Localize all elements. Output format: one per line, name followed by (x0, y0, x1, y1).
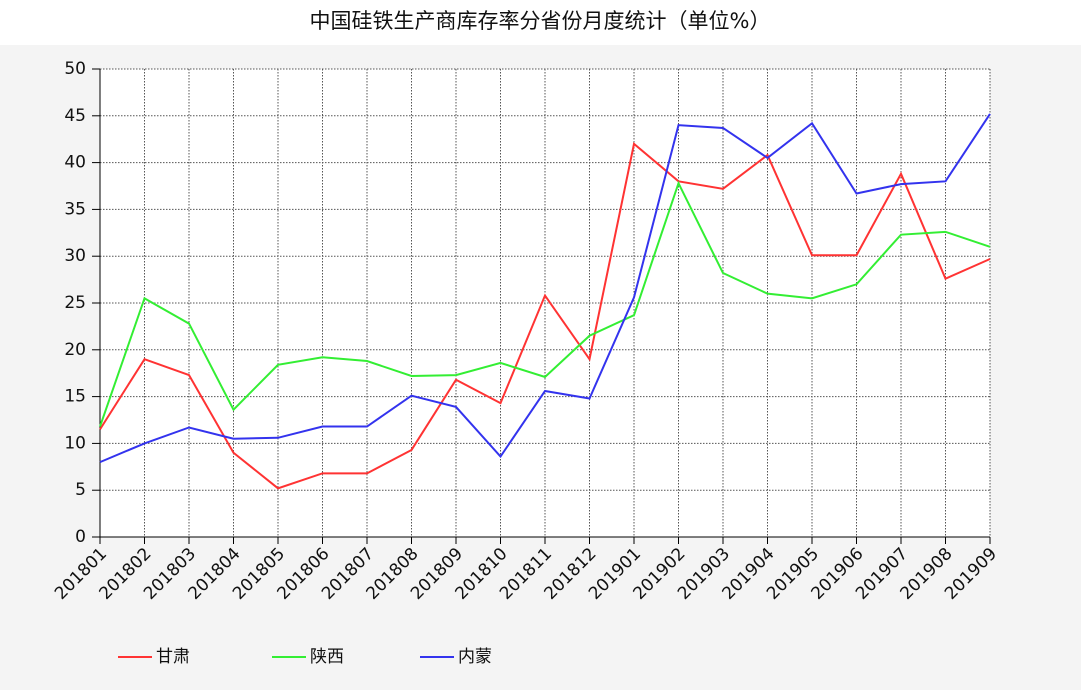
y-tick-label: 35 (64, 199, 86, 219)
legend-label: 甘肃 (156, 647, 190, 667)
chart-title: 中国硅铁生产商库存率分省份月度统计（单位%） (310, 9, 771, 33)
y-tick-label: 10 (64, 433, 86, 453)
series-line (99, 142, 991, 490)
y-tick-label: 20 (64, 340, 86, 360)
legend-label: 陕西 (310, 647, 344, 667)
y-tick-label: 15 (64, 387, 86, 407)
legend-label: 内蒙 (458, 647, 492, 667)
y-tick-label: 0 (75, 527, 86, 547)
series-line (99, 180, 991, 427)
y-tick-label: 40 (64, 153, 86, 173)
y-tick-label: 45 (64, 106, 86, 126)
y-tick-label: 30 (64, 246, 86, 266)
y-tick-label: 5 (75, 480, 86, 500)
y-tick-label: 25 (64, 293, 86, 313)
series-line (99, 113, 991, 464)
y-tick-label: 50 (64, 59, 86, 79)
